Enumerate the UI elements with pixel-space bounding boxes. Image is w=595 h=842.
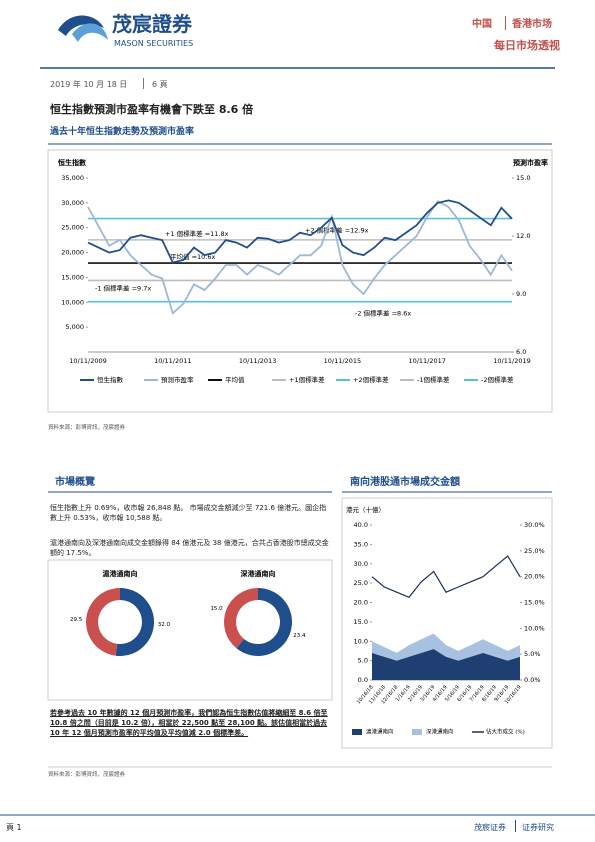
donut-label: 29.5 [70,617,83,623]
report-name: 每日市场透视 [494,39,560,52]
date: 2019 年 10 月 18 日 [50,80,128,89]
donut-slice [236,588,293,656]
y-axis-title: 恒生指數 [57,158,86,167]
series-area [372,633,520,661]
y2-tick-label: 5.0% [524,650,541,658]
x-tick-label: 10/11/2011 [154,357,191,365]
y-tick-label: 10.0 [354,637,368,645]
y-tick-label: 30.0 [354,560,368,568]
legend-swatch [412,729,422,735]
paragraph: 滬港通南向及深港通南向成交金額錄得 84 億港元及 38 億港元，合共占香港股市… [50,539,329,558]
legend-label: +2個標準差 [353,375,389,384]
reference-label: -1 個標準差 =9.7x [95,283,151,292]
y2-tick-label: 15.0% [524,599,545,607]
donut-label: 32.0 [158,622,171,628]
legend-label: -1個標準差 [417,375,450,384]
pages: 6 頁 [152,80,168,89]
x-tick-label: 10/11/2019 [493,357,530,365]
y2-tick-label: 30.0% [524,521,545,529]
footer-dept: 证券研究 [522,823,554,832]
note: 若參考過去 10 年數據的 12 個月預測市盈率，我們認為恒生指數估值將縮細至 … [50,709,328,738]
footer-brand: 茂宸证券 [474,823,506,832]
chart-frame [47,559,333,701]
source: 資料來源：彭博資訊，茂宸證券 [48,772,126,778]
y-tick-label: 20,000 [61,249,84,257]
reference-label: -2 個標準差 =8.6x [355,309,411,318]
x-tick-label: 10/11/2009 [69,357,106,365]
chart-frame [47,149,553,413]
series-line [87,199,513,264]
y2-tick-label: 15.0 [516,174,530,182]
y-tick-label: 25.0 [354,579,368,587]
y-tick-label: 30,000 [61,199,84,207]
legend-label: -2個標準差 [481,375,514,384]
y-tick-label: 25,000 [61,224,84,232]
x-tick-label: 10/11/2015 [324,357,361,365]
y2-tick-label: 12.0 [516,232,530,240]
y-tick-label: 10,000 [61,298,84,306]
legend-swatch [352,729,362,735]
series-line [371,555,521,599]
legend-label: 平均值 [225,375,245,384]
y-tick-label: 35,000 [61,174,84,182]
y-tick-label: 40.0 [354,521,368,529]
section-title: 市場概覽 [55,477,95,488]
legend-label: 預測市盈率 [161,375,194,384]
section-title: 過去十年恒生指數走勢及預測市盈率 [50,127,195,137]
y2-axis-title: 預測市盈率 [513,158,548,167]
market: 香港市场 [512,19,552,30]
donut-slice [86,588,120,656]
y-tick-label: 35.0 [354,540,368,548]
y2-tick-label: 20.0% [524,573,545,581]
region: 中国 [472,19,492,30]
reference-label: +1 個標準差 =11.8x [165,229,229,238]
y-axis-title: 港元（十億） [346,505,385,514]
y2-tick-label: 10.0% [524,624,545,632]
reference-label: 平均值 =10.6x [170,252,215,261]
donut-label: 15.0 [210,606,223,612]
y-tick-label: 5.0 [358,657,368,665]
series-area [372,649,520,680]
series-line [87,200,513,315]
y2-tick-label: 25.0% [524,547,545,555]
legend-label: +1個標準差 [289,375,325,384]
y-tick-label: 0.0 [358,676,368,684]
donut-slice [115,588,155,656]
legend-label: 深港通南向 [426,728,454,736]
logo-en: MASON SECURITIES [114,39,194,48]
legend-label: 恒生指數 [97,375,124,384]
paragraph: 恒生指數上升 0.69%，收市報 26,848 點。 市場成交金額減少至 721… [50,504,327,523]
y2-tick-label: 6.0 [516,348,526,356]
page-number: 頁 1 [6,823,22,832]
logo-mark [72,23,108,42]
legend-label: 滬港通南向 [366,728,394,736]
title: 恒生指數預測市盈率有機會下跌至 8.6 倍 [50,103,254,116]
chart-frame [341,497,553,749]
y-tick-label: 5,000 [65,323,84,331]
x-tick-label: 10/11/2013 [239,357,276,365]
donut-title: 滬港通南向 [103,569,138,578]
legend-label: 佔大市成交 (%) [486,728,525,736]
donut-slice [224,588,258,649]
logo-text: 茂宸證券 [112,12,192,36]
y2-tick-label: 0.0% [524,676,541,684]
logo-mark [58,15,104,36]
y-tick-label: 20.0 [354,599,368,607]
x-tick-label: 10/11/2017 [408,357,445,365]
source: 資料來源：彭博資訊，茂宸證券 [48,425,126,431]
donut-title: 深港通南向 [241,569,276,578]
donut-label: 23.4 [293,633,306,639]
y-tick-label: 15.0 [354,618,368,626]
y-tick-label: 15,000 [61,273,84,281]
y2-tick-label: 9.0 [516,290,526,298]
section-title: 南向港股通市場成交金額 [350,477,460,488]
